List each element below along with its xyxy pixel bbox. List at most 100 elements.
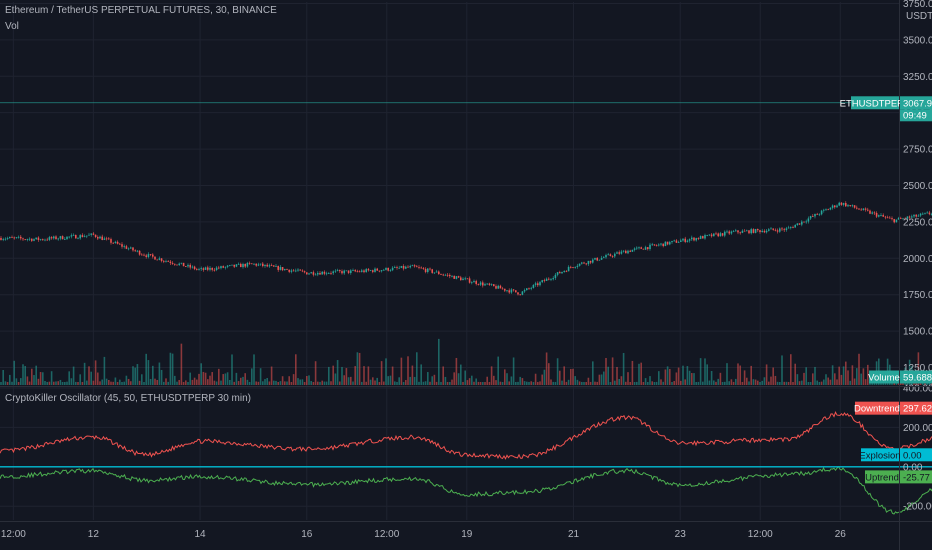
volume-bar [44,380,46,385]
candle-body [110,239,112,243]
candle-body [273,265,275,267]
volume-bar [39,372,42,385]
candle-body [776,230,779,232]
candle-body [209,267,211,270]
volume-bar [532,381,535,385]
volume-bar [526,381,528,385]
candle-body [559,272,561,274]
candle-body [871,212,873,214]
candle-body [352,270,354,271]
candle-body [765,230,768,233]
candle-body [372,270,374,272]
volume-bar [319,381,321,385]
candle-body [473,281,475,283]
candle-body [240,263,242,268]
volume-bar [741,381,744,385]
volume-bar [0,382,2,385]
candle-body [259,263,262,265]
candle-body [407,266,409,268]
volume-bar [517,381,519,385]
volume-bar [292,374,295,385]
volume-bar [554,381,557,385]
volume-bar [420,364,422,385]
candle-body [541,280,543,283]
candle-body [136,250,139,252]
candle-body [706,235,708,236]
volume-bar [818,381,821,385]
candle-body [66,236,68,240]
volume-bar [785,381,788,385]
candle-body [620,251,623,254]
volume-legend: Vol [5,21,19,32]
volume-bar [433,374,436,385]
volume-bar [4,381,7,385]
volume-bar [286,381,288,385]
candle-body [490,284,493,286]
candle-body [70,235,73,237]
candle-body [651,244,653,246]
volume-bar [251,368,253,385]
volume-bar [174,375,176,385]
volume-bar [444,376,447,385]
volume-bar [488,381,491,385]
candle-body [924,212,926,214]
time-tick-label: 19 [461,529,473,540]
uptrend-label: Uptrend [865,472,899,483]
candle-body [581,262,583,264]
uptrend-value-box [900,470,932,484]
candle-body [664,241,667,247]
candle-body [284,269,286,271]
volume-bar [336,360,339,385]
candle-body [79,235,81,239]
volume-bar [534,373,537,385]
candle-body [48,237,51,240]
volume-bar [519,376,521,385]
candle-body [99,236,101,239]
volume-bar [75,381,77,385]
candle-body [578,263,581,266]
candle-body [642,248,645,250]
candle-body [163,260,165,262]
volume-bar [224,373,227,385]
volume-bar [64,381,66,385]
price-tick-label: 3750.00 [903,0,932,10]
volume-bar [543,369,546,385]
candle-body [545,278,548,281]
candle-body [132,247,134,251]
candle-body [143,254,145,256]
volume-bar [651,381,653,385]
candle-body [26,239,29,241]
volume-bar [827,377,829,385]
volume-bar [660,379,662,385]
candle-body [339,270,341,272]
volume-bar [77,381,79,385]
volume-bar [213,380,216,385]
candle-body [585,263,587,265]
candle-body [851,205,854,207]
candle-body [449,274,451,277]
volume-bar [572,368,574,385]
volume-bar [83,362,86,385]
candle-body [741,230,744,233]
volume-bar [169,352,172,385]
volume-bar [739,365,741,385]
candle-body [702,236,704,239]
candle-body [354,270,356,272]
volume-bar [858,353,860,385]
volume-bar [537,381,539,385]
candle-body [389,270,392,271]
volume-bar [627,372,629,385]
volume-bar [550,379,552,385]
candle-body [341,271,343,274]
candle-body [675,240,678,243]
volume-label-box [869,370,899,384]
candle-body [884,216,887,218]
candle-body [495,286,497,289]
candle-body [812,216,814,217]
candle-body [686,240,689,242]
volume-bar [636,381,638,385]
candle-body [347,270,350,273]
candle-body [105,238,108,240]
